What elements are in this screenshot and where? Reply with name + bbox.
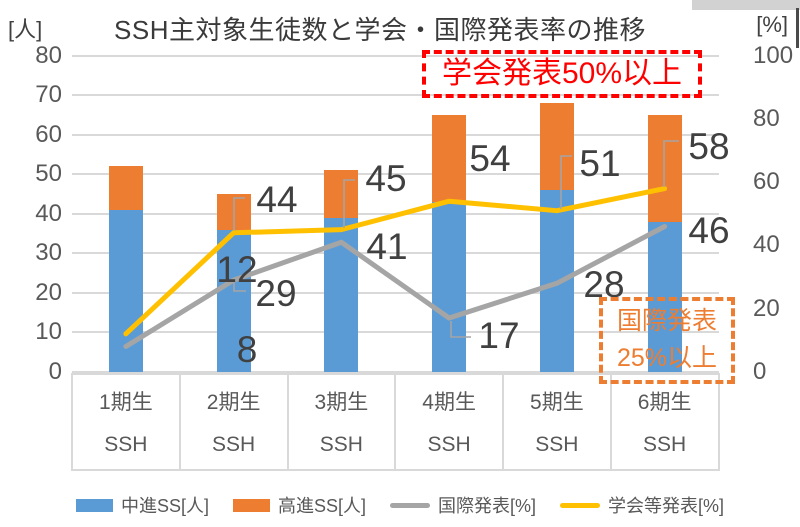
category-axis: 1期生 SSH 2期生 SSH 3期生 SSH 4期生 SSH 5期生 SSH 6期生 SSH bbox=[71, 372, 720, 471]
category-sublabel: SSH bbox=[535, 432, 579, 456]
category-cell-3期生: 3期生 SSH bbox=[289, 374, 397, 469]
left-axis-unit: [人] bbox=[8, 17, 43, 42]
left-tick-60: 60 bbox=[35, 120, 62, 148]
left-tick-30: 30 bbox=[35, 239, 62, 267]
gridline-70 bbox=[72, 94, 719, 97]
data-label--6期生: 58 bbox=[688, 126, 730, 167]
right-tick-100: 100 bbox=[753, 42, 794, 69]
data-label--6期生: 46 bbox=[688, 210, 730, 251]
legend-label: 中進SS[人] bbox=[120, 496, 209, 516]
annotation-international-25pct: 国際発表 25%以上 bbox=[599, 297, 735, 384]
annotation-conference-50pct: 学会発表50%以上 bbox=[422, 50, 702, 98]
gridline-80 bbox=[72, 55, 719, 57]
data-label--1期生: 8 bbox=[236, 329, 258, 370]
category-label: 3期生 bbox=[314, 390, 369, 414]
legend-line-swatch bbox=[560, 502, 601, 508]
data-label--3期生: 41 bbox=[366, 226, 408, 267]
category-sublabel: SSH bbox=[427, 432, 471, 456]
annotation-conference-text: 学会発表50%以上 bbox=[441, 57, 683, 90]
category-cell-2期生: 2期生 SSH bbox=[181, 374, 289, 469]
bar-orange-3期生 bbox=[324, 170, 359, 218]
bar-blue-3期生 bbox=[324, 217, 359, 372]
category-sublabel: SSH bbox=[643, 432, 687, 456]
screenshot-corner-strip bbox=[692, 0, 800, 10]
category-sublabel: SSH bbox=[104, 432, 148, 456]
data-label--3期生: 45 bbox=[365, 158, 407, 199]
right-tick-80: 80 bbox=[753, 105, 780, 133]
left-tick-20: 20 bbox=[35, 278, 62, 306]
data-label--2期生: 44 bbox=[256, 179, 298, 220]
gridline-40 bbox=[72, 212, 719, 215]
bar-blue-4期生 bbox=[432, 202, 467, 372]
category-cell-5期生: 5期生 SSH bbox=[504, 374, 612, 469]
data-label--1期生: 12 bbox=[216, 249, 258, 290]
legend-label: 学会等発表[%] bbox=[608, 496, 725, 516]
category-cell-1期生: 1期生 SSH bbox=[73, 374, 181, 469]
legend-item: 高進SS[人] bbox=[232, 492, 366, 518]
bar-orange-6期生 bbox=[647, 115, 682, 222]
bar-orange-4期生 bbox=[432, 115, 467, 202]
legend-item: 学会等発表[%] bbox=[560, 492, 724, 518]
bar-orange-5期生 bbox=[539, 103, 574, 191]
category-cell-4期生: 4期生 SSH bbox=[396, 374, 504, 469]
bar-orange-2期生 bbox=[216, 194, 251, 230]
data-label--2期生: 29 bbox=[255, 273, 297, 314]
left-tick-70: 70 bbox=[35, 81, 62, 109]
left-tick-50: 50 bbox=[35, 160, 62, 188]
legend-item: 中進SS[人] bbox=[75, 492, 209, 518]
data-label--5期生: 51 bbox=[579, 143, 621, 184]
gridline-50 bbox=[72, 173, 719, 176]
annotation-international-line2: 25%以上 bbox=[616, 344, 718, 372]
legend-bar-swatch bbox=[232, 498, 270, 512]
category-label: 5期生 bbox=[530, 390, 584, 414]
category-cell-6期生: 6期生 SSH bbox=[612, 375, 718, 469]
data-label--4期生: 17 bbox=[478, 315, 520, 356]
left-tick-40: 40 bbox=[35, 199, 62, 227]
left-tick-10: 10 bbox=[35, 318, 62, 346]
left-tick-0: 0 bbox=[48, 357, 62, 385]
left-tick-80: 80 bbox=[35, 42, 62, 69]
bar-blue-5期生 bbox=[539, 190, 574, 372]
bar-orange-1期生 bbox=[108, 166, 143, 210]
category-label: 1期生 bbox=[99, 390, 153, 414]
gridline-60 bbox=[72, 133, 719, 136]
legend-bar-swatch bbox=[75, 498, 113, 512]
category-label: 4期生 bbox=[422, 390, 476, 414]
bar-blue-1期生 bbox=[108, 209, 143, 372]
right-tick-20: 20 bbox=[753, 294, 780, 322]
category-label: 6期生 bbox=[637, 390, 692, 414]
screenshot-edge-line bbox=[796, 8, 799, 48]
category-sublabel: SSH bbox=[319, 432, 363, 456]
legend-line-swatch bbox=[390, 502, 430, 508]
right-tick-0: 0 bbox=[753, 357, 767, 385]
chart-title: SSH主対象生徒数と学会・国際発表率の推移 bbox=[114, 15, 646, 45]
right-tick-60: 60 bbox=[753, 168, 780, 196]
gridline-0 bbox=[72, 370, 719, 373]
right-axis-unit: [%] bbox=[756, 12, 788, 37]
legend-label: 国際発表[%] bbox=[438, 496, 537, 516]
category-sublabel: SSH bbox=[212, 432, 256, 456]
legend-label: 高進SS[人] bbox=[277, 496, 366, 516]
right-tick-40: 40 bbox=[753, 231, 780, 259]
category-label: 2期生 bbox=[206, 390, 261, 414]
data-label--4期生: 54 bbox=[469, 138, 511, 179]
legend-item: 国際発表[%] bbox=[390, 492, 536, 518]
annotation-international-line1: 国際発表 bbox=[616, 307, 717, 335]
legend: 中進SS[人] 高進SS[人] 国際発表[%] 学会等発表[%] bbox=[0, 492, 800, 518]
